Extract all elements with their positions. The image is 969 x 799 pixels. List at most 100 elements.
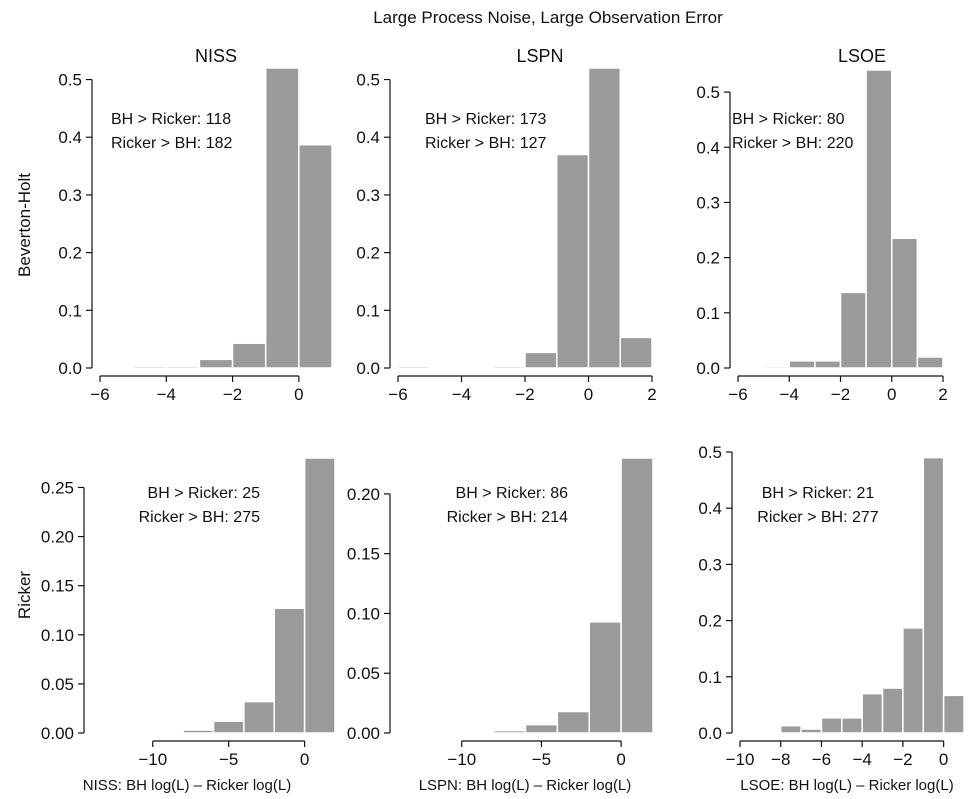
x-tick-label: 2: [938, 385, 947, 404]
x-tick-label: 0: [939, 750, 948, 769]
x-tick-label: −6: [90, 385, 109, 404]
row-label-beverton-holt: Beverton-Holt: [15, 173, 34, 277]
x-tick-label: −2: [223, 385, 242, 404]
x-tick-label: −4: [157, 385, 176, 404]
histogram-bar: [492, 729, 527, 734]
histogram-bar: [839, 291, 867, 369]
histogram-bar: [619, 336, 653, 369]
panel-beverton-holt-lsoe: −6 −4 −2 0 2 0.0 0.1 0.2 0.3 0.4 0.5 BH > Ricker: 8…: [696, 69, 948, 404]
y-tick-label: 0.1: [356, 301, 380, 320]
histogram-bar: [820, 717, 843, 734]
x-tick-label: −2: [893, 750, 912, 769]
y-tick-label: 0.2: [696, 249, 720, 268]
x-tick-label: −10: [138, 750, 167, 769]
y-tick-label: 0.3: [698, 555, 722, 574]
histogram-bar: [891, 237, 919, 369]
y-tick-label: 0.2: [356, 244, 380, 263]
y-tick-label: 0.20: [347, 485, 380, 504]
histogram-bar: [916, 356, 944, 369]
histogram-bar: [303, 457, 336, 734]
histogram-bar: [762, 365, 790, 369]
histogram-bar: [264, 67, 300, 369]
panel-ricker-lsoe: −10 −8 −6 −4 −2 0 0.0 0.1 0.2 0.3 0.4 0.5 BH > Ricke…: [698, 443, 965, 769]
y-tick-label: 0.00: [347, 724, 380, 743]
annotation-line: Ricker > BH: 277: [757, 509, 878, 526]
histogram-bar: [788, 360, 816, 369]
x-tick-label: 0: [294, 385, 303, 404]
column-title-lsoe: LSOE: [838, 46, 886, 66]
x-tick-label: 0: [616, 750, 625, 769]
y-tick-label: 0.00: [41, 724, 74, 743]
histogram-bar: [298, 143, 333, 369]
y-tick-label: 0.4: [58, 128, 82, 147]
x-tick-label: −4: [852, 750, 871, 769]
x-tick-label: −6: [728, 385, 747, 404]
histogram-bar: [779, 724, 802, 734]
x-tick-label: −4: [452, 385, 471, 404]
histogram-bar: [861, 692, 884, 734]
column-title-lspn: LSPN: [516, 46, 563, 66]
x-tick-label: −10: [726, 750, 755, 769]
figure-title: Large Process Noise, Large Observation E…: [373, 8, 723, 27]
y-tick-label: 0.1: [58, 301, 82, 320]
histogram-panels: −6 −4 −2 0 0.0 0.1 0.2 0.3 0.4 0.5 BH > Ricker: 11…: [41, 67, 965, 769]
x-tick-label: 2: [647, 385, 656, 404]
x-tick-label: −5: [532, 750, 551, 769]
histogram-bar: [165, 365, 201, 369]
annotation-line: BH > Ricker: 86: [456, 485, 569, 502]
y-tick-label: 0.4: [698, 499, 722, 518]
histogram-bar: [902, 627, 925, 734]
y-tick-label: 0.5: [58, 71, 82, 90]
y-tick-label: 0.1: [698, 668, 722, 687]
histogram-bar: [841, 717, 863, 734]
annotation-line: BH > Ricker: 118: [111, 111, 231, 128]
histogram-bar: [132, 365, 168, 369]
x-axis-label-niss: NISS: BH log(L) – Ricker log(L): [83, 777, 291, 794]
histogram-bar: [556, 710, 590, 734]
annotation-line: BH > Ricker: 80: [732, 111, 845, 128]
panel-ricker-lspn: −10 −5 0 0.00 0.05 0.10 0.15 0.20 BH > Ricker: 8…: [347, 457, 654, 769]
histogram-bar: [231, 342, 267, 369]
histogram-bar: [556, 153, 590, 369]
y-tick-label: 0.2: [698, 612, 722, 631]
y-tick-label: 0.20: [41, 528, 74, 547]
histogram-bar: [397, 365, 431, 369]
y-tick-label: 0.15: [347, 545, 380, 564]
annotation-line: BH > Ricker: 173: [425, 111, 546, 128]
x-tick-label: −2: [831, 385, 850, 404]
x-tick-label: −4: [780, 385, 799, 404]
x-tick-label: −6: [812, 750, 831, 769]
y-tick-label: 0.4: [356, 128, 380, 147]
histogram-bar: [588, 621, 622, 734]
y-tick-label: 0.0: [58, 359, 82, 378]
histogram-bar: [273, 607, 306, 734]
histogram-bar: [814, 360, 842, 369]
histogram-bar: [492, 365, 526, 369]
y-tick-label: 0.0: [696, 359, 720, 378]
annotation-line: Ricker > BH: 275: [139, 509, 260, 526]
row-label-ricker: Ricker: [15, 571, 34, 620]
y-tick-label: 0.3: [58, 186, 82, 205]
y-tick-label: 0.05: [41, 675, 74, 694]
panel-beverton-holt-lspn: −6 −4 −2 0 2 0.0 0.1 0.2 0.3 0.4 0.5 BH > Ricker: 1…: [356, 67, 657, 404]
y-tick-label: 0.1: [696, 304, 720, 323]
y-tick-label: 0.0: [698, 724, 722, 743]
histogram-bar: [587, 67, 621, 369]
y-tick-label: 0.2: [58, 244, 82, 263]
histogram-bar: [942, 694, 965, 734]
annotation-line: Ricker > BH: 214: [447, 509, 568, 526]
histogram-bar: [881, 687, 904, 734]
histogram-bar: [524, 723, 559, 734]
x-tick-label: 0: [584, 385, 593, 404]
x-tick-label: −6: [388, 385, 407, 404]
annotation-line: Ricker > BH: 182: [111, 135, 232, 152]
histogram-bar: [922, 456, 945, 734]
panel-beverton-holt-niss: −6 −4 −2 0 0.0 0.1 0.2 0.3 0.4 0.5 BH > Ricker: 11…: [58, 67, 333, 404]
histogram-bar: [243, 700, 275, 734]
y-tick-label: 0.10: [41, 626, 74, 645]
histogram-bar: [524, 351, 558, 369]
x-tick-label: −10: [447, 750, 476, 769]
y-tick-label: 0.25: [41, 478, 74, 497]
histogram-bar: [865, 69, 893, 369]
